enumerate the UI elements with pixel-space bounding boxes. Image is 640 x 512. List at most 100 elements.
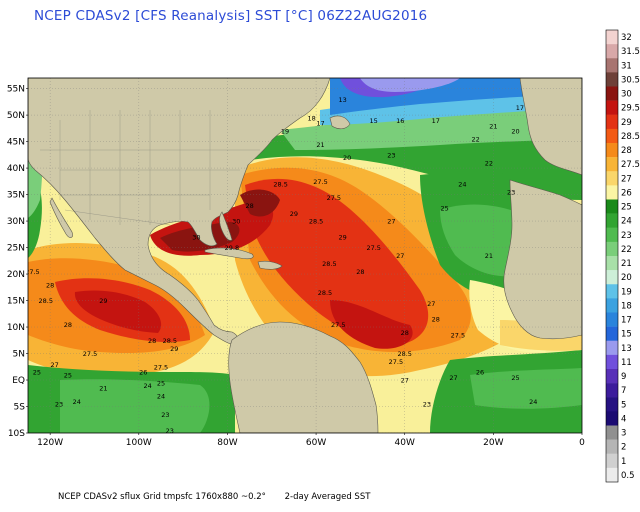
contour-label: 24 [529, 398, 537, 406]
land-south-america [228, 321, 379, 433]
sst-band-north-atlantic-cyan [320, 89, 582, 125]
colorbar-swatch [606, 143, 618, 158]
colorbar-swatch [606, 439, 618, 454]
colorbar-swatch [606, 30, 618, 45]
graticule [28, 78, 582, 433]
contour-label: 20 [343, 154, 351, 162]
colorbar-label: 31 [621, 61, 632, 71]
contour-label: 28 [46, 281, 54, 289]
colorbar-label: 0.5 [621, 471, 635, 481]
sst-band-pacific-south-lightgreen [60, 379, 210, 433]
land-cuba [204, 247, 254, 260]
contour-label: 29.8 [225, 244, 239, 252]
contour-label: 25 [511, 374, 519, 382]
map-frame [27, 77, 583, 434]
contour-label: 29 [339, 234, 347, 242]
lon-label: 40W [395, 438, 415, 448]
lon-label: 100W [126, 438, 152, 448]
contour-label: 24 [157, 393, 165, 401]
contour-label: 25 [64, 371, 72, 379]
colorbar-swatch [606, 298, 618, 313]
colorbar-label: 29.5 [621, 104, 640, 114]
colorbar-swatch [606, 312, 618, 327]
land-europe [519, 78, 582, 176]
colorbar-label: 29 [621, 118, 632, 128]
contour-label: 21 [316, 141, 324, 149]
land-africa [503, 179, 582, 340]
contour-label: 27.5 [327, 194, 341, 202]
colorbar-label: 28 [621, 146, 632, 156]
lon-label: 0 [579, 438, 585, 448]
contour-label: 23 [55, 401, 63, 409]
lat-label: 5N [13, 350, 25, 360]
land-masses [28, 78, 582, 433]
sst-bands [28, 78, 582, 433]
contour-label: 27 [401, 377, 409, 385]
lat-label: 50N [7, 111, 25, 121]
colorbar-swatch [606, 199, 618, 214]
sst-band-atlantic-red [245, 178, 429, 345]
lat-label: 15N [7, 297, 25, 307]
colorbar-swatch [606, 72, 618, 87]
colorbar-label: 2 [621, 443, 626, 453]
contour-label: 20 [511, 128, 519, 136]
colorbar-label: 5 [621, 400, 626, 410]
footer-averaging: 2-day Averaged SST [284, 492, 371, 502]
contour-label: 28.5 [322, 260, 336, 268]
contour-label: 28 [148, 337, 156, 345]
lat-label: EQ [12, 376, 25, 386]
colorbar-swatch [606, 369, 618, 384]
contour-label: 28 [432, 316, 440, 324]
colorbar-label: 4 [621, 414, 626, 424]
colorbar-label: 23 [621, 231, 632, 241]
contour-label: 27 [427, 300, 435, 308]
contour-label: 28.5 [273, 181, 287, 189]
colorbar-swatch [606, 128, 618, 144]
sst-band-south-atlantic-lightgreen [470, 368, 582, 409]
colorbar-swatch [606, 213, 618, 228]
contour-label: 27.5 [389, 358, 403, 366]
colorbar-label: 1 [621, 457, 626, 467]
contour-label: 23 [166, 427, 174, 435]
contour-label: 25 [157, 379, 165, 387]
contour-label: 24 [144, 382, 152, 390]
lat-label: 35N [7, 191, 25, 201]
lat-label: 10S [8, 429, 25, 439]
contour-label: 24 [73, 398, 81, 406]
land-hispaniola [257, 260, 283, 270]
contour-label: 28.5 [163, 337, 177, 345]
contour-label: 28 [245, 202, 253, 210]
colorbar-swatch [606, 86, 618, 101]
colorbar-label: 22 [621, 245, 632, 255]
contour-label: 28 [401, 329, 409, 337]
contour-label: 21 [99, 385, 107, 393]
colorbar-label: 9 [621, 372, 626, 382]
colorbar-swatch [606, 340, 618, 356]
lat-label: 40N [7, 164, 25, 174]
contour-label: 28 [64, 321, 72, 329]
colorbar-label: 28.5 [621, 132, 640, 142]
contour-label: 28.5 [38, 297, 52, 305]
sst-band-pacific-darkred [74, 290, 162, 333]
colorbar-swatch [606, 171, 618, 186]
contour-label: 21 [489, 122, 497, 130]
contour-label: 27 [396, 252, 404, 260]
contour-label: 27.5 [154, 363, 168, 371]
colorbar-label: 11 [621, 358, 632, 368]
contour-label: 23 [161, 411, 169, 419]
contour-label: 15 [370, 117, 378, 125]
lat-label: 45N [7, 138, 25, 148]
contour-label: 28 [356, 268, 364, 276]
contour-label: 26 [476, 369, 484, 377]
map-title: NCEP CDASv2 [CFS Reanalysis] SST [°C] 06… [34, 8, 428, 24]
colorbar-swatch [606, 44, 618, 59]
contour-label: 27.5 [331, 321, 345, 329]
contour-label: 29 [99, 297, 107, 305]
colorbar-label: 26 [621, 188, 632, 198]
contour-label: 27.5 [83, 350, 97, 358]
colorbar-swatch [606, 241, 618, 257]
colorbar-swatch [606, 58, 618, 73]
colorbar-label: 18 [621, 301, 632, 311]
